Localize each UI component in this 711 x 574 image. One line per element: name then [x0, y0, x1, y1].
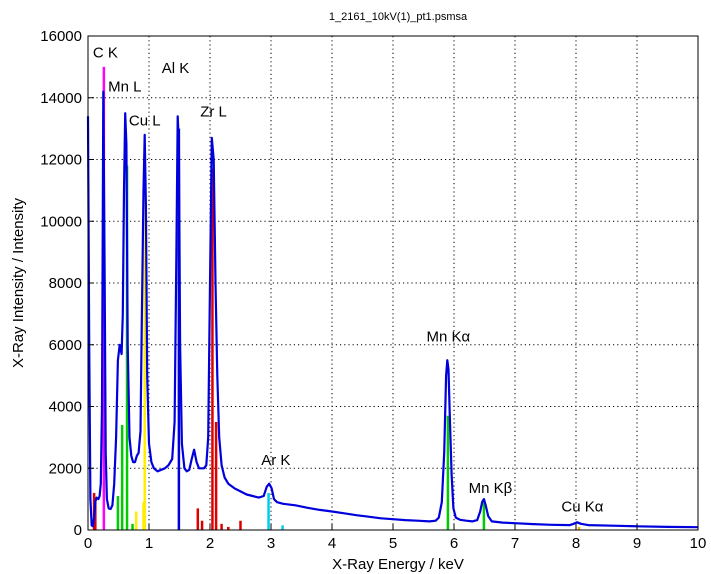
y-tick-label: 4000	[49, 399, 82, 416]
y-tick-label: 14000	[40, 90, 82, 107]
x-tick-label: 9	[633, 535, 641, 552]
peak-label: Cu Kα	[561, 498, 603, 515]
x-axis-label: X-Ray Energy / keV	[332, 556, 464, 573]
y-tick-label: 16000	[40, 28, 82, 45]
y-tick-label: 2000	[49, 460, 82, 477]
peak-label: Cu L	[129, 113, 161, 130]
y-tick-label: 12000	[40, 152, 82, 169]
peak-label: Al K	[162, 60, 190, 77]
peak-label: Ar K	[261, 452, 290, 469]
y-axis-label: X-Ray Intensity / Intensity	[10, 197, 27, 368]
peak-labels: C K Mn L Al K Cu L Zr L Ar K Mn Kα Mn Kβ Cu Kα	[93, 45, 604, 516]
x-tick-label: 4	[328, 535, 336, 552]
peak-label: Zr L	[200, 103, 227, 120]
x-axis-ticks: 0 1 2 3 4 5 6 7 8 9 10	[84, 524, 707, 552]
element-markers	[92, 66, 581, 530]
y-tick-label: 8000	[49, 275, 82, 292]
peak-label: Mn Kα	[427, 329, 471, 346]
x-tick-label: 8	[572, 535, 580, 552]
x-tick-label: 7	[511, 535, 519, 552]
spectrum-line	[86, 90, 699, 529]
y-tick-label: 0	[74, 522, 82, 539]
x-tick-label: 6	[450, 535, 458, 552]
y-tick-label: 10000	[40, 213, 82, 230]
peak-label: Mn L	[108, 79, 141, 96]
peak-label: Mn Kβ	[469, 480, 513, 497]
y-tick-label: 6000	[49, 337, 82, 354]
x-tick-label: 2	[206, 535, 214, 552]
x-tick-label: 10	[690, 535, 707, 552]
chart-title: 1_2161_10kV(1)_pt1.psmsa	[329, 11, 468, 23]
x-tick-label: 3	[267, 535, 275, 552]
x-tick-label: 5	[389, 535, 397, 552]
x-tick-label: 0	[84, 535, 92, 552]
x-tick-label: 1	[145, 535, 153, 552]
peak-label: C K	[93, 45, 118, 62]
y-axis-ticks: 0 2000 4000 6000 8000 10000 12000 14000 16000	[40, 28, 94, 539]
